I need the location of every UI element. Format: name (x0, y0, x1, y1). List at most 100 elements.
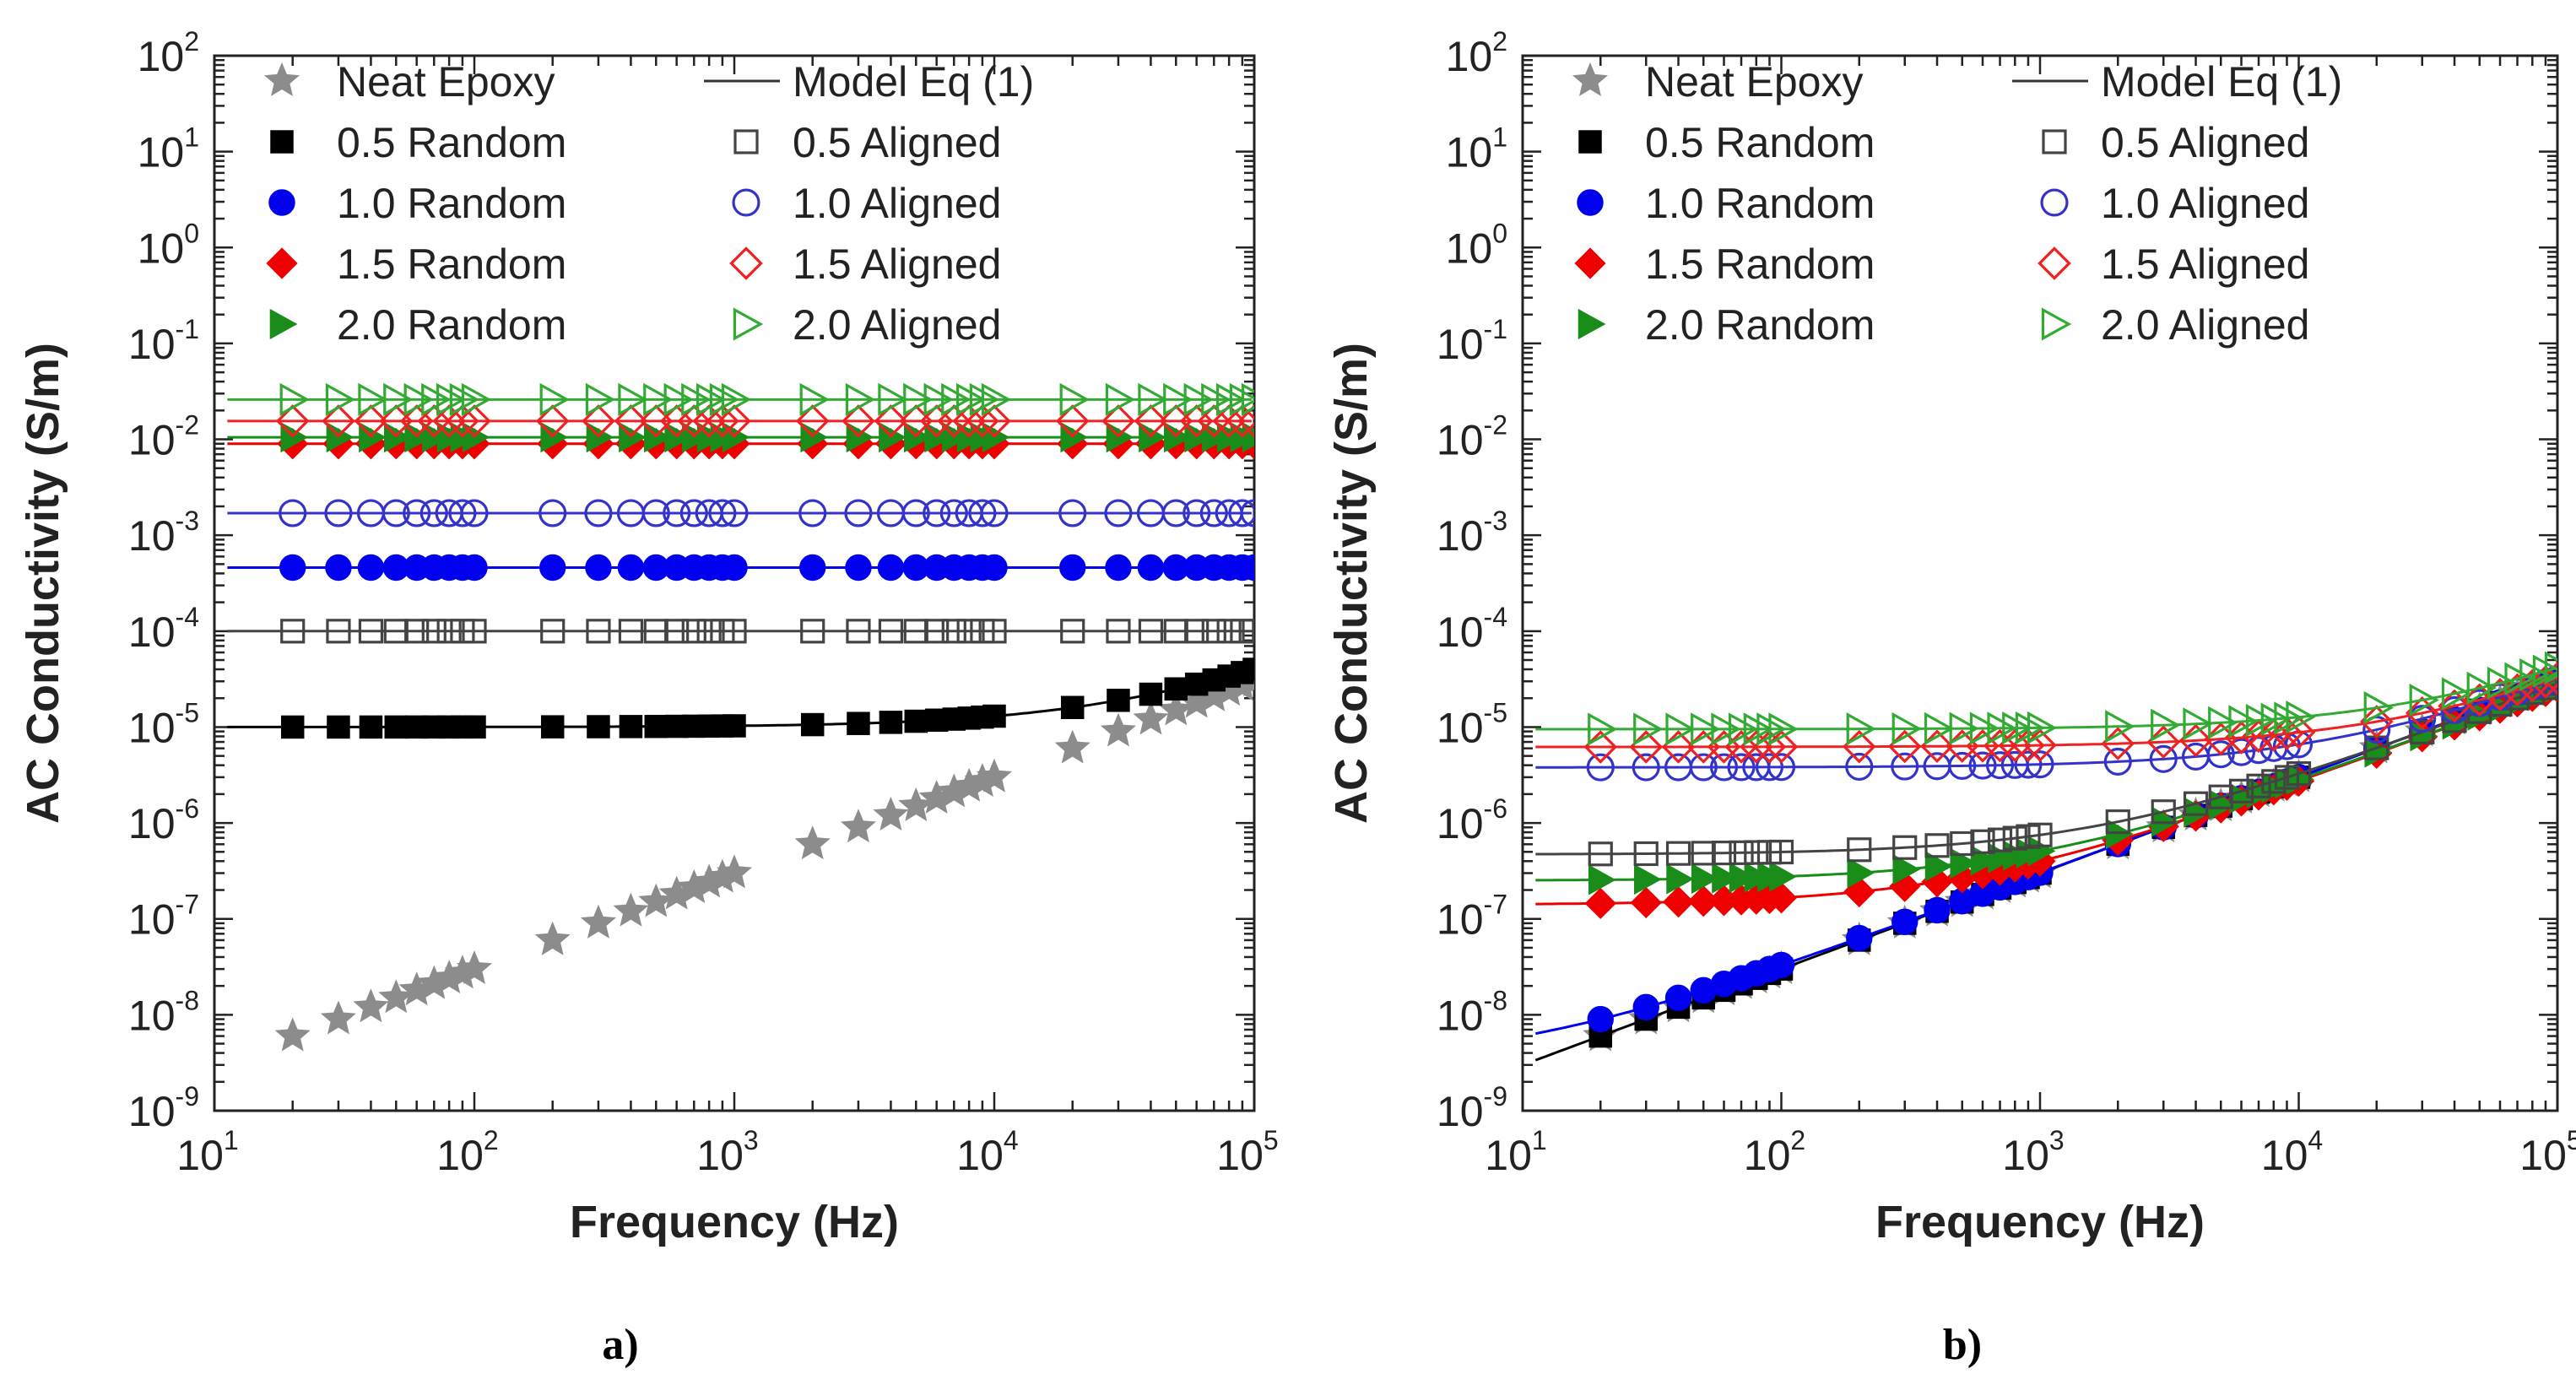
data-point-1-0-aligned (1709, 753, 1739, 782)
data-point-1-0-random (1241, 554, 1254, 582)
data-point-1-0-aligned (641, 499, 670, 527)
y-tick-exponent: -8 (1484, 985, 1507, 1015)
model-line-1-5-aligned (1535, 678, 2556, 749)
x-tick-base: 10 (176, 1132, 224, 1179)
legend-marker-1-5-aligned (2038, 246, 2071, 280)
data-point-0-5-random (619, 715, 643, 738)
data-point-1-0-random (1891, 908, 1918, 936)
data-point-2-0-aligned (1163, 382, 1193, 417)
data-point-1-0-random (877, 554, 905, 582)
y-tick-base: 10 (128, 609, 176, 656)
y-tick-label: 100 (138, 218, 199, 272)
data-point-2-0-aligned (923, 382, 954, 417)
data-point-0-5-aligned (1950, 830, 1975, 857)
data-point-0-5-aligned (2228, 778, 2254, 803)
data-point-1-5-aligned (795, 404, 830, 438)
legend-label: Model Eq (1) (2101, 58, 2342, 105)
legend-marker-0-5-random (1578, 130, 1602, 154)
data-point-0-5-random (540, 715, 565, 738)
data-point-1-0-random (1137, 554, 1165, 582)
data-point-1-5-random (1630, 886, 1662, 919)
data-point-0-5-random (904, 709, 928, 733)
x-tick-base: 10 (956, 1132, 1004, 1179)
legend-item-2-0-aligned: 2.0 Aligned (2041, 301, 2309, 349)
data-point-2-0-aligned (1987, 711, 2017, 745)
data-point-1-5-aligned (399, 404, 434, 438)
data-point-1-0-random (325, 554, 352, 582)
data-point-1-0-aligned (798, 499, 827, 527)
data-point-0-5-aligned (903, 619, 928, 644)
data-point-neat-epoxy (873, 796, 909, 830)
y-tick-base: 10 (1437, 512, 1484, 560)
y-tick-base: 10 (128, 1088, 176, 1135)
data-point-2-0-random (1691, 863, 1719, 895)
y-tick-label: 10-7 (1437, 890, 1507, 944)
data-point-2-0-aligned (539, 382, 570, 417)
data-point-0-5-aligned (1711, 841, 1737, 866)
y-tick-base: 10 (1437, 1088, 1484, 1135)
x-tick-exponent: 3 (2049, 1125, 2065, 1155)
data-point-2-0-aligned (1105, 382, 1136, 417)
data-point-2-0-aligned (1691, 712, 1721, 746)
data-point-0-5-random (1139, 682, 1163, 706)
data-point-1-0-random (1767, 951, 1795, 979)
data-point-1-0-aligned (1845, 752, 1874, 782)
data-point-1-5-aligned (937, 404, 971, 438)
y-tick-label: 10-1 (128, 314, 199, 368)
data-point-1-0-aligned (1689, 753, 1718, 782)
y-tick-exponent: -9 (1484, 1081, 1507, 1112)
data-point-1-5-aligned (1212, 404, 1246, 438)
legend-marker-1-5-random (266, 247, 298, 279)
data-point-1-0-aligned (2026, 750, 2054, 779)
data-point-1-5-aligned (322, 404, 355, 438)
legend-marker-2-0-aligned (733, 307, 764, 341)
legend-marker-2-0-aligned (2041, 307, 2072, 341)
data-point-1-0-aligned (279, 499, 307, 527)
data-point-1-0-aligned (538, 499, 567, 527)
data-point-2-0-aligned (358, 382, 388, 417)
data-point-0-5-aligned (2246, 773, 2271, 798)
series-1-0-aligned (227, 499, 1254, 527)
legend-item-1-5-aligned: 1.5 Aligned (2038, 241, 2309, 288)
y-tick-label: 10-7 (128, 890, 199, 944)
x-tick-exponent: 2 (484, 1125, 499, 1155)
legend-marker-1-0-random (1577, 189, 1604, 216)
y-tick-label: 10-9 (128, 1081, 199, 1135)
data-point-2-0-aligned (2409, 683, 2439, 717)
legend-marker-1-0-aligned (732, 188, 760, 217)
data-point-0-5-aligned (2208, 784, 2233, 809)
y-tick-label: 10-8 (128, 985, 199, 1039)
data-point-1-5-aligned (2270, 717, 2304, 751)
data-point-neat-epoxy (320, 1000, 356, 1035)
data-point-1-0-aligned (939, 499, 968, 527)
data-point-0-5-aligned (586, 619, 611, 644)
data-point-0-5-random (463, 715, 486, 739)
legend-label: Neat Epoxy (1645, 58, 1863, 105)
y-tick-label: 10-6 (1437, 793, 1507, 847)
legend-item-2-0-random: 2.0 Random (1578, 301, 1875, 349)
data-point-0-5-random (280, 715, 305, 739)
data-point-1-0-aligned (923, 499, 951, 527)
y-tick-base: 10 (1437, 704, 1484, 751)
data-point-2-0-aligned (1768, 712, 1799, 746)
data-point-0-5-aligned (1588, 841, 1613, 867)
legend-item-1-0-random: 1.0 Random (1577, 180, 1875, 227)
legend-marker-1-5-aligned (729, 246, 763, 280)
data-point-2-0-aligned (681, 382, 712, 417)
x-tick-label: 102 (1744, 1125, 1805, 1179)
data-point-1-5-aligned (535, 404, 570, 438)
data-point-0-5-aligned (1744, 840, 1769, 865)
data-point-0-5-aligned (696, 619, 722, 644)
data-point-2-0-aligned (1241, 382, 1254, 417)
data-point-2-0-aligned (618, 382, 648, 417)
data-point-1-0-aligned (844, 499, 873, 527)
data-point-1-0-aligned (980, 499, 1009, 527)
data-point-0-5-aligned (1691, 841, 1716, 866)
data-point-2-0-aligned (1183, 382, 1214, 417)
series-0-5-aligned (227, 619, 1254, 644)
data-point-1-5-aligned (2541, 661, 2557, 695)
y-tick-exponent: -4 (1484, 602, 1507, 632)
x-tick-label: 105 (2519, 1125, 2576, 1179)
data-point-2-0-aligned (643, 382, 674, 417)
x-tick-exponent: 5 (1264, 1125, 1279, 1155)
